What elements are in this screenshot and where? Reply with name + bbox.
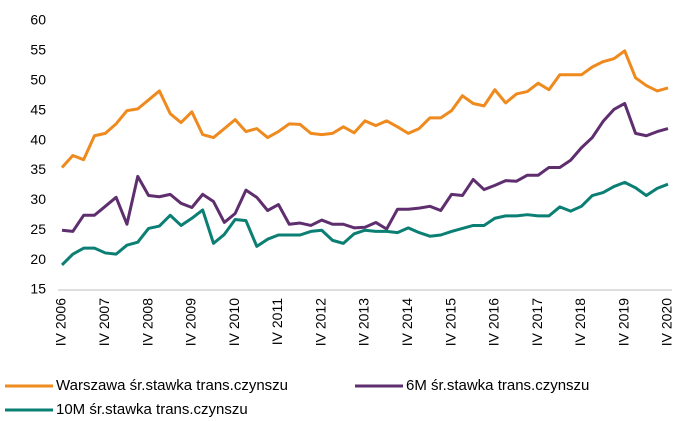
y-tick-label: 15 xyxy=(30,281,46,297)
x-tick-label: IV 2016 xyxy=(486,298,502,346)
x-tick-label: IV 2015 xyxy=(442,298,458,346)
y-tick-label: 20 xyxy=(30,251,46,267)
x-tick-label: IV 2012 xyxy=(312,298,328,346)
x-tick-label: IV 2007 xyxy=(96,298,112,346)
x-tick-label: IV 2010 xyxy=(226,298,242,346)
y-tick-label: 40 xyxy=(30,131,46,147)
x-tick-label: IV 2013 xyxy=(356,298,372,346)
legend-label: Warszawa śr.stawka trans.czynszu xyxy=(56,377,288,394)
y-tick-label: 55 xyxy=(30,42,46,58)
x-tick-label: IV 2019 xyxy=(615,298,631,346)
y-tick-label: 30 xyxy=(30,191,46,207)
x-tick-label: IV 2017 xyxy=(529,298,545,346)
y-tick-label: 35 xyxy=(30,161,46,177)
y-tick-label: 45 xyxy=(30,101,46,117)
x-tick-label: IV 2008 xyxy=(139,298,155,346)
y-tick-label: 50 xyxy=(30,71,46,87)
x-tick-label: IV 2011 xyxy=(269,298,285,345)
x-tick-label: IV 2006 xyxy=(53,298,69,346)
x-tick-label: IV 2009 xyxy=(183,298,199,346)
x-tick-label: IV 2018 xyxy=(572,298,588,346)
series-line xyxy=(61,101,669,233)
x-tick-label: IV 2014 xyxy=(399,298,415,346)
y-tick-label: 25 xyxy=(30,221,46,237)
y-tick-label: 60 xyxy=(30,12,46,28)
series-line xyxy=(60,49,669,169)
legend-label: 6M śr.stawka trans.czynszu xyxy=(406,377,589,394)
legend-label: 10M śr.stawka trans.czynszu xyxy=(56,401,248,418)
x-tick-label: IV 2020 xyxy=(659,298,675,346)
series-line xyxy=(60,180,669,266)
